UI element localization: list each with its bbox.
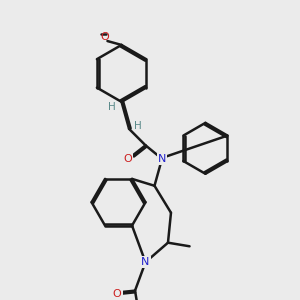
Text: H: H: [134, 122, 142, 131]
Text: N: N: [158, 154, 166, 164]
Text: H: H: [108, 102, 116, 112]
Text: N: N: [141, 257, 150, 267]
Text: O: O: [113, 289, 122, 298]
Text: O: O: [101, 32, 110, 43]
Text: O: O: [123, 154, 132, 164]
